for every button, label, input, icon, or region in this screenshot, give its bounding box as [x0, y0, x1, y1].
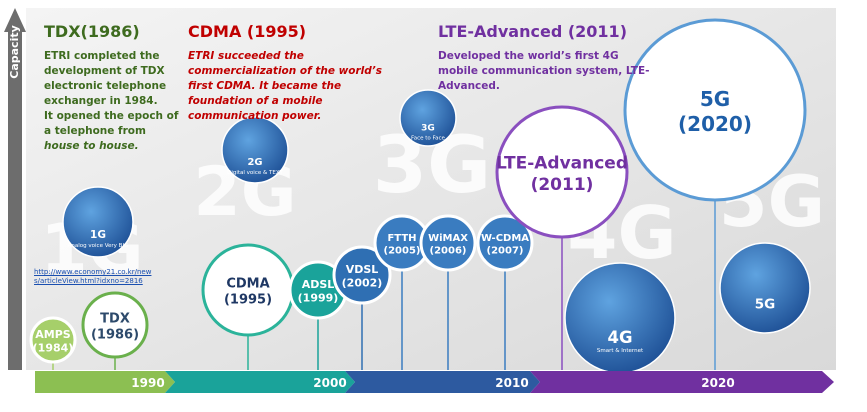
era-title: CDMA (1995)	[188, 22, 307, 41]
tech-name: WiMAX	[428, 233, 468, 244]
tech-year: (1999)	[298, 292, 339, 305]
icon-title: 5G	[755, 296, 775, 312]
tech-bubble	[81, 291, 149, 359]
capacity-arrowhead	[4, 8, 26, 32]
icon-title: 2G	[248, 157, 263, 168]
tech-name: ADSL	[302, 278, 335, 291]
generation-icon	[719, 242, 811, 334]
tech-name: LTE-Advanced	[496, 154, 628, 174]
source-link[interactable]: http://www.economy21.co.kr/news/articleV…	[34, 268, 152, 285]
icon-title: 3G	[421, 124, 435, 134]
tech-bubble	[332, 245, 392, 305]
generation-icon	[62, 186, 134, 258]
tech-name: TDX	[100, 311, 130, 326]
generation-icon	[564, 262, 676, 374]
timeline-label: 2000	[313, 376, 346, 390]
generation-icon	[221, 116, 289, 184]
tech-name: W-CDMA	[481, 233, 529, 244]
era-emphasis: house to house.	[44, 140, 139, 152]
capacity-label: Capacity	[8, 25, 21, 79]
tech-name: AMPS	[35, 328, 71, 341]
generation-icon	[399, 89, 457, 147]
era-title: TDX(1986)	[44, 22, 140, 41]
tech-bubble	[623, 18, 807, 202]
era-lte: LTE-Advanced (2011) Developed the world’…	[438, 22, 653, 94]
era-text: It opened the epoch of a telephone from …	[44, 109, 179, 154]
timeline-label: 2020	[701, 376, 734, 390]
icon-title: 4G	[607, 328, 632, 347]
tech-bubble	[476, 214, 534, 272]
tech-year: (2011)	[531, 175, 594, 195]
timeline-segment	[345, 371, 540, 393]
icon-caption: Digital voice & TEXT	[227, 170, 283, 176]
tech-year: (2002)	[342, 277, 383, 290]
icon-caption: Face to Face	[411, 136, 446, 142]
tech-bubble	[495, 105, 629, 239]
tech-name: 5G	[700, 87, 730, 111]
tech-year: (1986)	[91, 328, 139, 343]
timeline-label: 2010	[495, 376, 528, 390]
tech-year: (2006)	[430, 246, 467, 257]
era-cdma: CDMA (1995) ETRI succeeded the commercia…	[188, 22, 403, 124]
tech-name: CDMA	[226, 276, 269, 291]
era-tdx: TDX(1986) ETRI completed the development…	[44, 22, 179, 154]
tech-bubble	[29, 316, 77, 364]
tech-year: (1995)	[224, 293, 272, 308]
era-text: ETRI completed the development of TDX el…	[44, 50, 167, 107]
era-title: LTE-Advanced (2011)	[438, 22, 627, 41]
timeline-segment	[530, 371, 834, 393]
tech-name: FTTH	[387, 233, 416, 244]
era-text: Developed the world’s first 4G mobile co…	[438, 50, 650, 92]
tech-year: (2020)	[678, 112, 752, 136]
tech-name: VDSL	[346, 263, 379, 276]
icon-caption: Analog voice Very BIG	[68, 243, 129, 249]
timeline-segment	[35, 371, 175, 393]
era-text: ETRI succeeded the commercialization of …	[188, 50, 383, 122]
timeline-label: 1990	[131, 376, 164, 390]
tech-year: (2007)	[487, 246, 524, 257]
tech-year: (2005)	[384, 246, 421, 257]
icon-title: 1G	[90, 229, 106, 241]
tech-year: (1984)	[33, 342, 74, 355]
timeline-segment	[165, 371, 355, 393]
era-text: It opened the epoch of a telephone from	[44, 110, 179, 137]
icon-caption: Smart & Internet	[597, 348, 644, 354]
tech-bubble	[419, 214, 477, 272]
capacity-arrow	[8, 30, 22, 370]
